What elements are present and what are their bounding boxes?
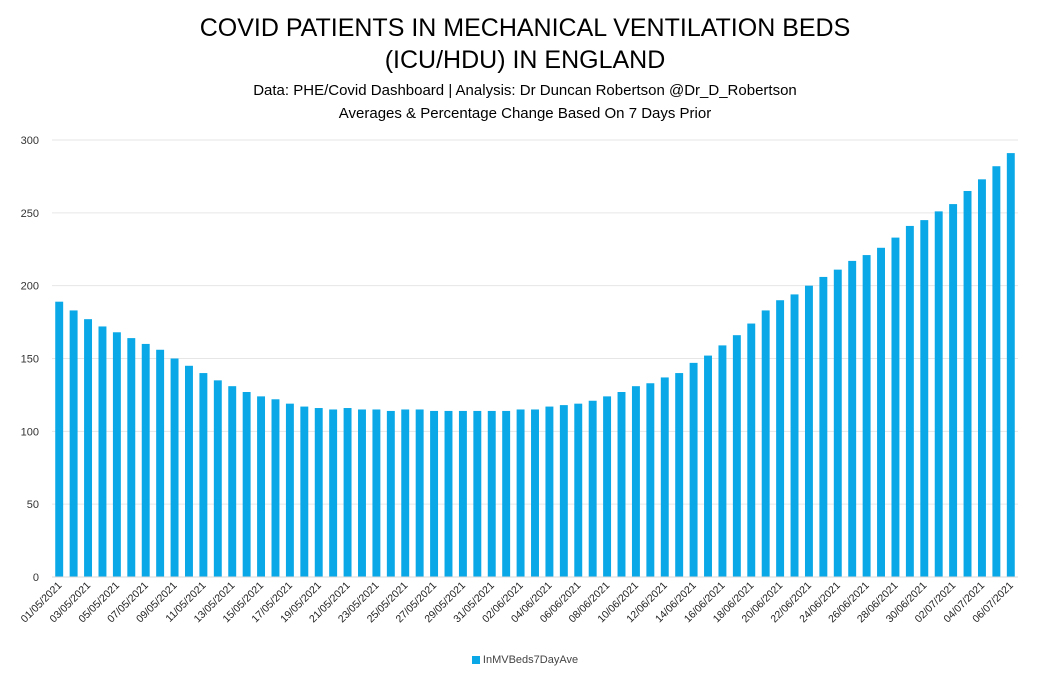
chart-subtitle-line-2: Averages & Percentage Change Based On 7 … — [338, 105, 712, 122]
bar-24/06/2021 — [833, 269, 842, 577]
bars — [55, 153, 1015, 578]
x-axis-ticks: 01/05/202103/05/202105/05/202107/05/2021… — [19, 580, 1016, 626]
bar-18/05/2021 — [300, 406, 309, 577]
bar-16/05/2021 — [271, 399, 280, 577]
bar-02/07/2021 — [949, 204, 958, 577]
bar-18/06/2021 — [747, 323, 756, 577]
bar-06/06/2021 — [574, 403, 583, 577]
bar-15/06/2021 — [704, 355, 712, 577]
bar-30/05/2021 — [473, 410, 482, 577]
y-tick-label: 200 — [21, 281, 39, 293]
bar-01/05/2021 — [55, 301, 64, 577]
bar-05/07/2021 — [992, 166, 1001, 577]
bar-11/05/2021 — [199, 373, 208, 577]
bar-31/05/2021 — [487, 410, 496, 577]
bar-02/05/2021 — [69, 310, 78, 577]
legend-label: InMVBeds7DayAve — [482, 654, 579, 666]
bar-16/06/2021 — [718, 345, 727, 577]
bar-03/07/2021 — [963, 190, 972, 578]
bar-03/05/2021 — [84, 319, 93, 577]
bar-15/05/2021 — [257, 396, 266, 577]
bar-29/06/2021 — [905, 225, 914, 577]
bar-19/06/2021 — [761, 310, 770, 577]
bar-22/05/2021 — [358, 409, 366, 577]
bar-10/05/2021 — [185, 365, 193, 577]
bar-09/05/2021 — [170, 358, 179, 577]
y-tick-label: 150 — [21, 354, 39, 366]
bar-02/06/2021 — [516, 409, 525, 577]
bar-08/06/2021 — [603, 396, 612, 577]
y-tick-label: 100 — [21, 426, 39, 438]
bar-27/06/2021 — [877, 247, 885, 578]
bar-01/07/2021 — [934, 211, 943, 577]
bar-28/05/2021 — [444, 410, 453, 577]
bar-01/06/2021 — [502, 410, 511, 577]
bar-21/06/2021 — [790, 294, 799, 577]
bar-09/06/2021 — [617, 392, 626, 577]
bar-10/06/2021 — [631, 386, 640, 577]
y-tick-label: 0 — [33, 572, 39, 584]
bar-26/05/2021 — [415, 409, 424, 577]
bar-19/05/2021 — [314, 408, 323, 577]
bar-13/06/2021 — [675, 373, 684, 577]
bar-20/06/2021 — [776, 300, 785, 577]
chart-title-line-2: (ICU/HDU) IN ENGLAND — [384, 46, 666, 74]
bar-14/05/2021 — [242, 392, 251, 577]
chart-title-line-1: COVID PATIENTS IN MECHANICAL VENTILATION… — [199, 14, 851, 42]
bar-23/06/2021 — [819, 276, 828, 577]
legend-swatch — [471, 656, 480, 664]
bar-13/05/2021 — [228, 386, 237, 577]
bar-06/05/2021 — [127, 338, 136, 577]
bar-12/06/2021 — [660, 377, 669, 577]
bar-11/06/2021 — [646, 383, 655, 577]
bar-05/05/2021 — [112, 332, 121, 577]
bar-17/05/2021 — [285, 403, 294, 577]
bar-06/07/2021 — [1006, 153, 1015, 578]
bar-25/06/2021 — [848, 260, 857, 577]
bar-20/05/2021 — [329, 409, 338, 577]
bar-21/05/2021 — [343, 408, 352, 577]
bar-04/05/2021 — [98, 326, 107, 577]
bar-12/05/2021 — [213, 380, 222, 577]
legend: InMVBeds7DayAve — [0, 654, 1050, 666]
bar-03/06/2021 — [531, 409, 539, 577]
bar-07/05/2021 — [141, 343, 150, 577]
bar-04/07/2021 — [977, 179, 986, 577]
bar-27/05/2021 — [430, 410, 439, 577]
bar-05/06/2021 — [559, 405, 568, 577]
bar-30/06/2021 — [920, 220, 929, 577]
bar-17/06/2021 — [732, 335, 741, 577]
bar-04/06/2021 — [545, 406, 554, 577]
bar-24/05/2021 — [386, 410, 395, 577]
bar-08/05/2021 — [156, 349, 165, 577]
bar-28/06/2021 — [891, 237, 900, 577]
bar-25/05/2021 — [401, 409, 410, 577]
y-tick-label: 300 — [21, 135, 39, 147]
y-tick-label: 50 — [27, 499, 39, 511]
y-tick-label: 250 — [21, 208, 39, 220]
chart-subtitle-line-1: Data: PHE/Covid Dashboard | Analysis: Dr… — [253, 82, 797, 99]
bar-22/06/2021 — [804, 285, 813, 577]
bar-29/05/2021 — [458, 410, 467, 577]
y-axis-ticks: 0 50 100 150 200 250 300 — [21, 135, 39, 584]
bar-26/06/2021 — [862, 255, 871, 577]
bar-23/05/2021 — [372, 409, 381, 577]
bar-07/06/2021 — [588, 400, 597, 577]
bar-14/06/2021 — [689, 362, 698, 577]
